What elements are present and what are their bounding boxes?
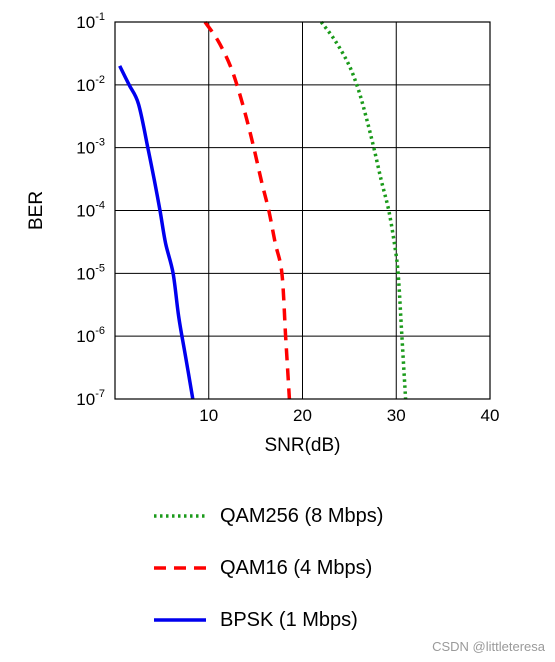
y-tick-exponent: -4 [95,200,105,212]
y-tick-base: 10 [76,264,95,283]
series-line-2 [118,65,195,400]
legend-label-qam256: QAM256 (8 Mbps) [220,504,384,527]
series-curves [118,20,408,400]
y-tick-base: 10 [76,76,95,95]
grid-lines [115,21,491,400]
legend-item-bpsk: BPSK (1 Mbps) [152,594,383,646]
y-tick-base: 10 [76,390,95,409]
y-tick-label: 10-1 [76,11,105,32]
x-axis-label: SNR(dB) [264,435,340,456]
y-tick-base: 10 [76,13,95,32]
y-tick-base: 10 [76,139,95,158]
y-tick-label: 10-3 [76,137,105,158]
legend-swatch-qam16 [154,566,206,570]
y-tick-label: 10-5 [76,262,105,283]
legend-swatch-qam256 [154,514,206,518]
legend-label-qam16: QAM16 (4 Mbps) [220,556,373,579]
legend-label-bpsk: BPSK (1 Mbps) [220,608,358,631]
y-tick-label: 10-2 [76,74,105,95]
x-tick-label: 30 [387,406,406,425]
y-tick-exponent: -6 [95,325,105,337]
legend: QAM256 (8 Mbps) QAM16 (4 Mbps) BPSK (1 M… [152,490,383,646]
y-axis-label: BER [26,191,47,230]
y-tick-exponent: -5 [95,262,105,274]
legend-swatch-bpsk [154,618,206,622]
y-tick-labels: 10-110-210-310-410-510-610-7 [76,11,105,409]
ber-snr-chart: 10-110-210-310-410-510-610-7 10 20 30 40 SN… [26,11,499,456]
y-tick-base: 10 [76,327,95,346]
x-tick-label: 20 [293,406,312,425]
plot-frame [114,21,491,400]
y-tick-label: 10-6 [76,325,105,346]
y-tick-exponent: -7 [95,388,105,400]
y-tick-exponent: -3 [95,137,105,149]
y-tick-label: 10-4 [76,200,105,221]
watermark: CSDN @littleteresa [432,639,545,654]
y-tick-label: 10-7 [76,388,105,409]
y-tick-exponent: -1 [95,11,105,23]
series-line-0 [319,20,408,400]
x-tick-label: 40 [481,406,500,425]
x-tick-labels: 10 20 30 40 [199,406,499,425]
x-tick-label: 10 [199,406,218,425]
legend-item-qam256: QAM256 (8 Mbps) [152,490,383,542]
legend-item-qam16: QAM16 (4 Mbps) [152,542,383,594]
series-line-1 [203,20,292,400]
y-tick-base: 10 [76,202,95,221]
y-tick-exponent: -2 [95,74,105,86]
